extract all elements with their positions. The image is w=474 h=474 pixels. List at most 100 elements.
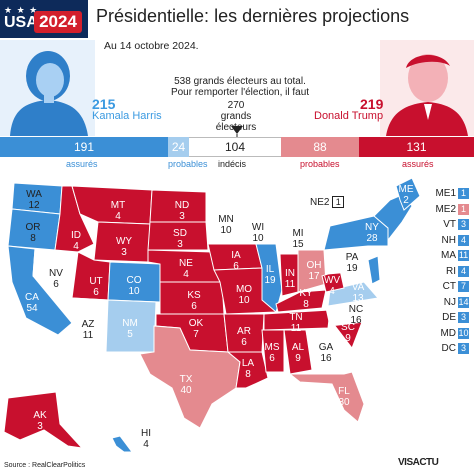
label-SC: SC 9	[341, 322, 355, 344]
legend-row-md: MD 10	[428, 327, 469, 339]
legend-value: 4	[458, 265, 469, 277]
legend-value: 7	[458, 281, 469, 292]
state-HI	[111, 435, 133, 453]
label-VA: VA 13	[352, 282, 365, 304]
state-AK	[3, 391, 84, 449]
legend-code: ME1	[435, 188, 456, 199]
seg-harris-likely: 24	[168, 137, 189, 157]
state-MO	[213, 267, 277, 315]
label-NM: NM 5	[122, 318, 138, 340]
legend-value: 14	[458, 296, 469, 308]
legend-code: NH	[441, 234, 456, 246]
label-harris-safe: assurés	[66, 159, 98, 169]
label-harris-likely: probables	[168, 159, 208, 169]
seg-trump-likely-value: 88	[313, 140, 327, 154]
seg-trump-safe-value: 131	[406, 140, 427, 154]
legend-value: 4	[458, 234, 469, 246]
label-ID: ID 4	[71, 230, 81, 252]
label-PA: PA 19	[346, 252, 359, 274]
note-line-1: 538 grands électeurs au total.	[174, 76, 306, 87]
state-TX	[139, 325, 241, 429]
legend-row-ct: CT 7	[428, 281, 469, 292]
legend-code: MA	[441, 250, 456, 261]
trump-name: Donald Trump	[314, 110, 384, 122]
label-CO: CO 10	[127, 275, 142, 297]
trump-portrait	[380, 40, 474, 136]
stars-decoration: ★ ★ ★	[4, 5, 39, 15]
label-MN: MN 10	[218, 214, 234, 236]
legend-row-vt: VT 3	[428, 219, 469, 230]
legend-code: ME2	[435, 203, 456, 215]
legend-value: 3	[458, 343, 469, 354]
label-NC: NC 16	[349, 304, 363, 326]
legend-code: VT	[443, 219, 456, 230]
label-KS: KS 6	[187, 290, 201, 312]
label-OH: OH 17	[307, 260, 322, 282]
label-TN: TN 11	[289, 312, 302, 334]
label-AR: AR 6	[237, 326, 251, 348]
trump-votes: 219	[360, 96, 384, 112]
harris-votes: 215	[92, 96, 116, 112]
date-subtitle: Au 14 octobre 2024.	[104, 40, 199, 52]
legend-row-me1: ME1 1	[428, 188, 469, 199]
seg-trump-likely: 88	[281, 137, 359, 157]
legend-code: RI	[446, 265, 456, 277]
page-title: Présidentielle: les dernières projection…	[96, 6, 410, 26]
label-UT: UT 6	[89, 276, 102, 298]
seg-trump-safe: 131	[359, 137, 474, 157]
note-line-2: Pour remporter l'élection, il faut	[170, 87, 310, 98]
state-SD	[147, 221, 209, 251]
label-tossup: indécis	[218, 159, 247, 169]
label-AL: AL 9	[292, 342, 305, 364]
legend-value: 10	[458, 327, 469, 339]
label-ME: ME 2	[399, 184, 414, 206]
label-trump-safe: assurés	[402, 159, 434, 169]
us-electoral-map: WA 12 OR 8 CA 54 NV 6 ID 4 MT 4 WY 3 UT 6 AZ 11 CO 10 NM 5 ND 3…	[3, 177, 421, 453]
label-OR: OR 8	[26, 222, 41, 244]
state-GA	[305, 327, 353, 375]
label-GA: GA 16	[319, 342, 334, 364]
harris-name: Kamala Harris	[92, 110, 162, 122]
label-WA: WA 12	[26, 189, 42, 211]
logo-year-badge: 2024	[34, 11, 82, 33]
source-note: Source : RealClearPolitics	[4, 462, 86, 469]
legend-code: NJ	[443, 296, 456, 308]
state-FL	[288, 371, 365, 423]
legend-code: MD	[440, 327, 456, 339]
label-trump-likely: probables	[300, 159, 340, 169]
label-OK: OK 7	[189, 318, 204, 340]
state-MI	[269, 215, 305, 253]
state-LA	[226, 351, 269, 389]
note-threshold: 270	[227, 100, 245, 111]
electoral-bar: 191 24 104 88 131	[0, 137, 474, 157]
label-MI: MI 15	[292, 228, 304, 250]
electors-note: 538 grands électeurs au total. Pour remp…	[160, 76, 320, 98]
legend-value: 1	[458, 203, 469, 215]
usa-2024-logo: ★ ★ ★ USA 2024	[0, 0, 88, 38]
legend-code: CT	[442, 281, 456, 292]
state-KY	[275, 289, 327, 313]
label-ND: ND 3	[175, 200, 189, 222]
label-IL: IL 19	[264, 264, 276, 286]
label-WI: WI 10	[252, 222, 264, 244]
legend-value: 11	[458, 250, 469, 261]
seg-harris-likely-value: 24	[171, 140, 186, 154]
legend-row-nh: NH 4	[428, 234, 469, 246]
state-ME	[395, 177, 421, 211]
legend-value: 1	[458, 188, 469, 199]
state-AL	[283, 329, 313, 375]
label-AK: AK 3	[33, 410, 47, 432]
legend-row-ri: RI 4	[428, 265, 469, 277]
ne2-value: 1	[332, 196, 345, 208]
legend-row-de: DE 3	[428, 312, 469, 323]
label-MS: MS 6	[265, 342, 280, 364]
legend-row-dc: DC 3	[428, 343, 469, 354]
label-CA: CA 54	[25, 292, 39, 314]
ne2-label: NE2 1	[310, 196, 345, 208]
legend-value: 3	[458, 312, 469, 323]
label-NE: NE 4	[179, 258, 193, 280]
label-NV: NV 6	[49, 268, 63, 290]
label-TX: TX 40	[180, 374, 193, 396]
label-WY: WY 3	[116, 236, 132, 258]
label-MO: MO 10	[236, 284, 252, 306]
